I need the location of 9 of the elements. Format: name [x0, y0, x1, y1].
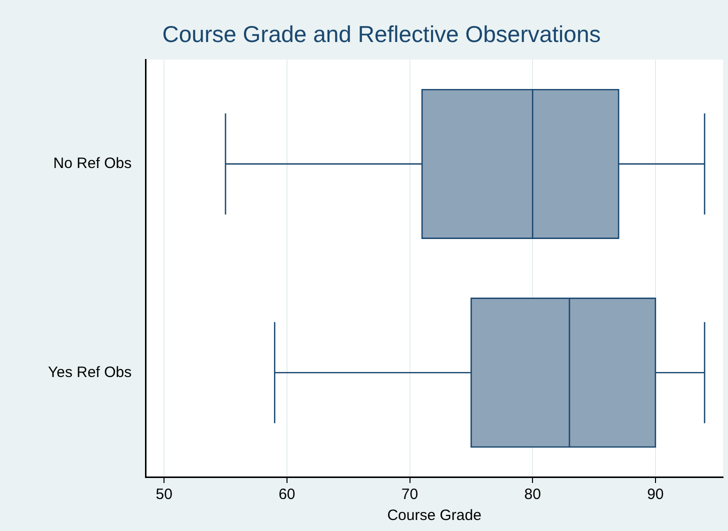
chart-title: Course Grade and Reflective Observations [162, 21, 601, 48]
y-tick-label: No Ref Obs [53, 155, 132, 172]
x-axis-title: Course Grade [387, 507, 482, 524]
x-tick-label: 80 [524, 486, 541, 504]
x-tick-label: 50 [156, 486, 172, 504]
y-tick-label: Yes Ref Obs [48, 364, 132, 381]
x-tick-label: 90 [647, 486, 664, 504]
x-tick-label: 60 [278, 486, 296, 504]
x-tick-label: 70 [401, 486, 418, 504]
